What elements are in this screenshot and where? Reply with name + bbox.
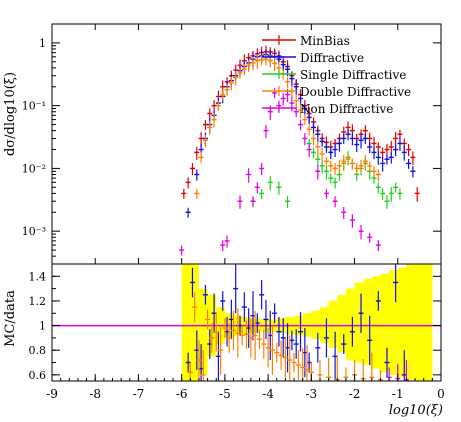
band-bin xyxy=(198,288,208,375)
legend-label: MinBias xyxy=(300,34,350,48)
band-bin xyxy=(354,282,364,363)
x-tick-label: -2 xyxy=(349,387,361,401)
ratio-y-tick-label: 1.4 xyxy=(29,270,47,283)
x-tick-label: 0 xyxy=(437,387,445,401)
band-bin xyxy=(380,273,390,373)
x-tick-label: -3 xyxy=(305,387,317,401)
main-plot-frame xyxy=(51,23,442,265)
band-bin xyxy=(415,264,433,381)
ratio-y-tick-label: 0.8 xyxy=(29,344,47,357)
main-y-tick-label: 10⁻¹ xyxy=(22,100,46,113)
band-bin xyxy=(181,264,191,381)
ratio-y-axis-label: MC/data xyxy=(3,290,18,347)
ratio-panel: 1.4 1.2 1 0.8 0.6 -9 -8 -7 -6 -5 -4 -3 -2 -1 0 xyxy=(29,263,445,401)
series-diffractive xyxy=(185,49,416,218)
band-bin xyxy=(345,288,355,361)
main-y-axis-label: dσ/dlog10(ξ) xyxy=(3,72,18,156)
legend-label: Single Diffractive xyxy=(300,68,406,82)
legend-label: Non Diffractive xyxy=(300,102,393,116)
ratio-y-tick-label: 0.6 xyxy=(29,369,47,382)
x-tick-label: -1 xyxy=(392,387,404,401)
band-bin xyxy=(363,278,372,365)
ratio-series-double-diffractive xyxy=(187,292,383,381)
main-axis-ticks: 1 10⁻¹ 10⁻² 10⁻³ xyxy=(22,24,442,265)
main-y-tick-label: 10⁻² xyxy=(22,162,46,175)
ratio-y-tick-label: 1.2 xyxy=(29,295,47,308)
series-non-diffractive xyxy=(179,88,381,256)
x-tick-label: -8 xyxy=(89,387,101,401)
x-tick-label: -4 xyxy=(262,387,274,401)
band-bin xyxy=(337,294,346,353)
ratio-axis-ticks: 1.4 1.2 1 0.8 0.6 -9 -8 -7 -6 -5 -4 -3 -2 -1 0 xyxy=(29,270,445,401)
ratio-plot-frame xyxy=(51,263,442,382)
ratio-series-diffractive xyxy=(185,264,407,381)
x-axis-label: log10(ξ) xyxy=(389,403,443,418)
series-double-diffractive xyxy=(194,54,381,199)
main-panel: 1 10⁻¹ 10⁻² 10⁻³ MinBias Diffractive Single D… xyxy=(22,23,442,265)
ratio-data-series xyxy=(185,264,409,381)
x-tick-label: -6 xyxy=(176,387,188,401)
band-bin xyxy=(389,270,398,375)
x-tick-label: -9 xyxy=(46,387,58,401)
main-y-tick-label: 1 xyxy=(39,37,46,50)
legend-label: Diffractive xyxy=(300,51,364,65)
band-bin xyxy=(397,267,407,378)
main-y-tick-label: 10⁻³ xyxy=(22,225,46,238)
legend: MinBias Diffractive Single Diffractive Doub… xyxy=(262,34,411,116)
band-bin xyxy=(406,264,416,380)
x-tick-label: -5 xyxy=(219,387,231,401)
band-bin xyxy=(328,300,338,348)
band-bin xyxy=(190,264,199,381)
main-data-series xyxy=(179,45,420,256)
legend-label: Double Diffractive xyxy=(300,85,411,99)
band-bin xyxy=(371,276,381,369)
x-tick-label: -7 xyxy=(133,387,145,401)
ratio-y-tick-label: 1 xyxy=(39,320,46,333)
